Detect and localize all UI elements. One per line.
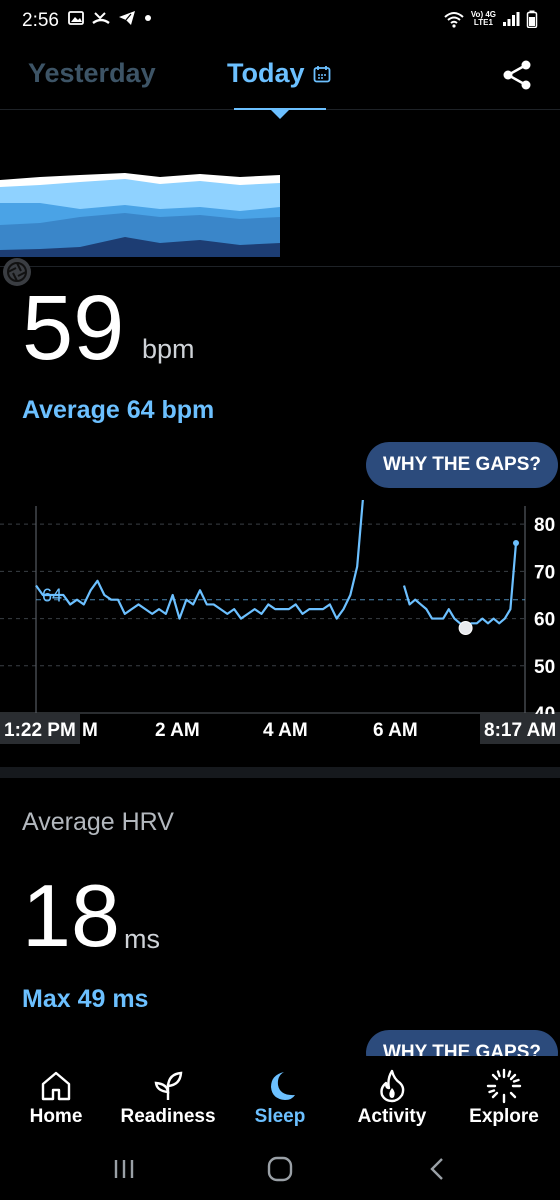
tab-active-indicator bbox=[234, 108, 326, 110]
x-tick-label: 6 AM bbox=[373, 720, 418, 741]
series-end-point bbox=[513, 540, 519, 547]
x-tick-label: 2 AM bbox=[155, 720, 200, 741]
home-icon bbox=[41, 1071, 71, 1101]
hrv-title: Average HRV bbox=[22, 808, 174, 836]
signal-icon bbox=[503, 12, 520, 26]
section-divider-thick bbox=[0, 767, 560, 778]
hrv-value: 18 bbox=[22, 866, 120, 965]
hrv-max: Max 49 ms bbox=[22, 985, 149, 1013]
nav-home-label: Home bbox=[29, 1106, 83, 1127]
lowest-heart-rate-value: 59 bbox=[22, 277, 125, 379]
system-nav-bar bbox=[0, 1138, 560, 1200]
y-tick-label: 50 bbox=[534, 657, 555, 678]
nav-activity[interactable]: Activity bbox=[336, 1056, 448, 1138]
home-button-icon[interactable] bbox=[260, 1154, 300, 1184]
y-tick-label: 70 bbox=[534, 562, 555, 583]
average-heart-rate: Average 64 bpm bbox=[22, 396, 215, 424]
x-tick-label: 1:22 PM bbox=[4, 720, 76, 741]
x-tick-label: 4 AM bbox=[263, 720, 308, 741]
back-icon[interactable] bbox=[418, 1154, 458, 1184]
tab-today-label: Today bbox=[227, 58, 305, 88]
heart-rate-series-line bbox=[402, 542, 518, 630]
calendar-icon bbox=[313, 65, 330, 82]
dot-icon bbox=[145, 15, 151, 21]
notification-icons bbox=[68, 10, 152, 26]
tab-today[interactable]: Today bbox=[227, 58, 331, 89]
wifi-icon bbox=[444, 12, 464, 28]
x-tick-label: 8:17 AM bbox=[484, 720, 556, 741]
why-the-gaps-button[interactable]: WHY THE GAPS? bbox=[366, 442, 558, 488]
x-tick-label-bg bbox=[480, 714, 560, 744]
nav-explore-label: Explore bbox=[469, 1106, 539, 1127]
aperture-icon bbox=[3, 258, 31, 286]
heart-rate-series-line bbox=[35, 500, 364, 620]
nav-explore[interactable]: Explore bbox=[448, 1056, 560, 1138]
sparkle-icon bbox=[486, 1068, 522, 1104]
telegram-icon bbox=[119, 11, 135, 25]
x-tick-label-bg bbox=[0, 714, 80, 744]
y-tick-label: 60 bbox=[534, 610, 555, 631]
system-status-icons: Vo) 4G LTE1 bbox=[443, 10, 538, 28]
nav-home[interactable]: Home bbox=[0, 1056, 112, 1138]
status-time: 2:56 bbox=[22, 10, 59, 31]
nav-sleep[interactable]: Sleep bbox=[224, 1056, 336, 1138]
nav-activity-label: Activity bbox=[357, 1106, 427, 1127]
status-bar: 2:56 Vo) 4G LTE1 bbox=[0, 0, 560, 44]
share-icon[interactable] bbox=[500, 58, 534, 92]
image-icon bbox=[68, 11, 84, 25]
section-divider bbox=[0, 266, 560, 267]
nav-readiness-label: Readiness bbox=[120, 1106, 216, 1127]
y-tick-label: 80 bbox=[534, 515, 555, 536]
lowest-point-marker bbox=[458, 621, 473, 636]
flame-icon bbox=[380, 1069, 405, 1103]
battery-icon bbox=[526, 10, 538, 28]
nav-readiness[interactable]: Readiness bbox=[112, 1056, 224, 1138]
network-label: Vo) 4G LTE1 bbox=[470, 10, 496, 27]
missed-call-icon bbox=[92, 12, 110, 24]
sprout-icon bbox=[154, 1071, 183, 1100]
recent-apps-icon[interactable] bbox=[104, 1154, 144, 1184]
day-tabs: Yesterday Today bbox=[0, 50, 560, 110]
nav-sleep-label: Sleep bbox=[254, 1106, 306, 1127]
sleep-stages-graph bbox=[0, 173, 280, 257]
x-tick-label: M bbox=[82, 720, 98, 741]
moon-icon bbox=[271, 1072, 295, 1100]
tab-caret bbox=[271, 110, 289, 119]
tab-yesterday[interactable]: Yesterday bbox=[28, 58, 156, 88]
bottom-nav: Home Readiness Sleep Activity Explore bbox=[0, 1056, 560, 1138]
heart-rate-unit: bpm bbox=[142, 334, 195, 364]
hrv-unit: ms bbox=[124, 924, 160, 954]
